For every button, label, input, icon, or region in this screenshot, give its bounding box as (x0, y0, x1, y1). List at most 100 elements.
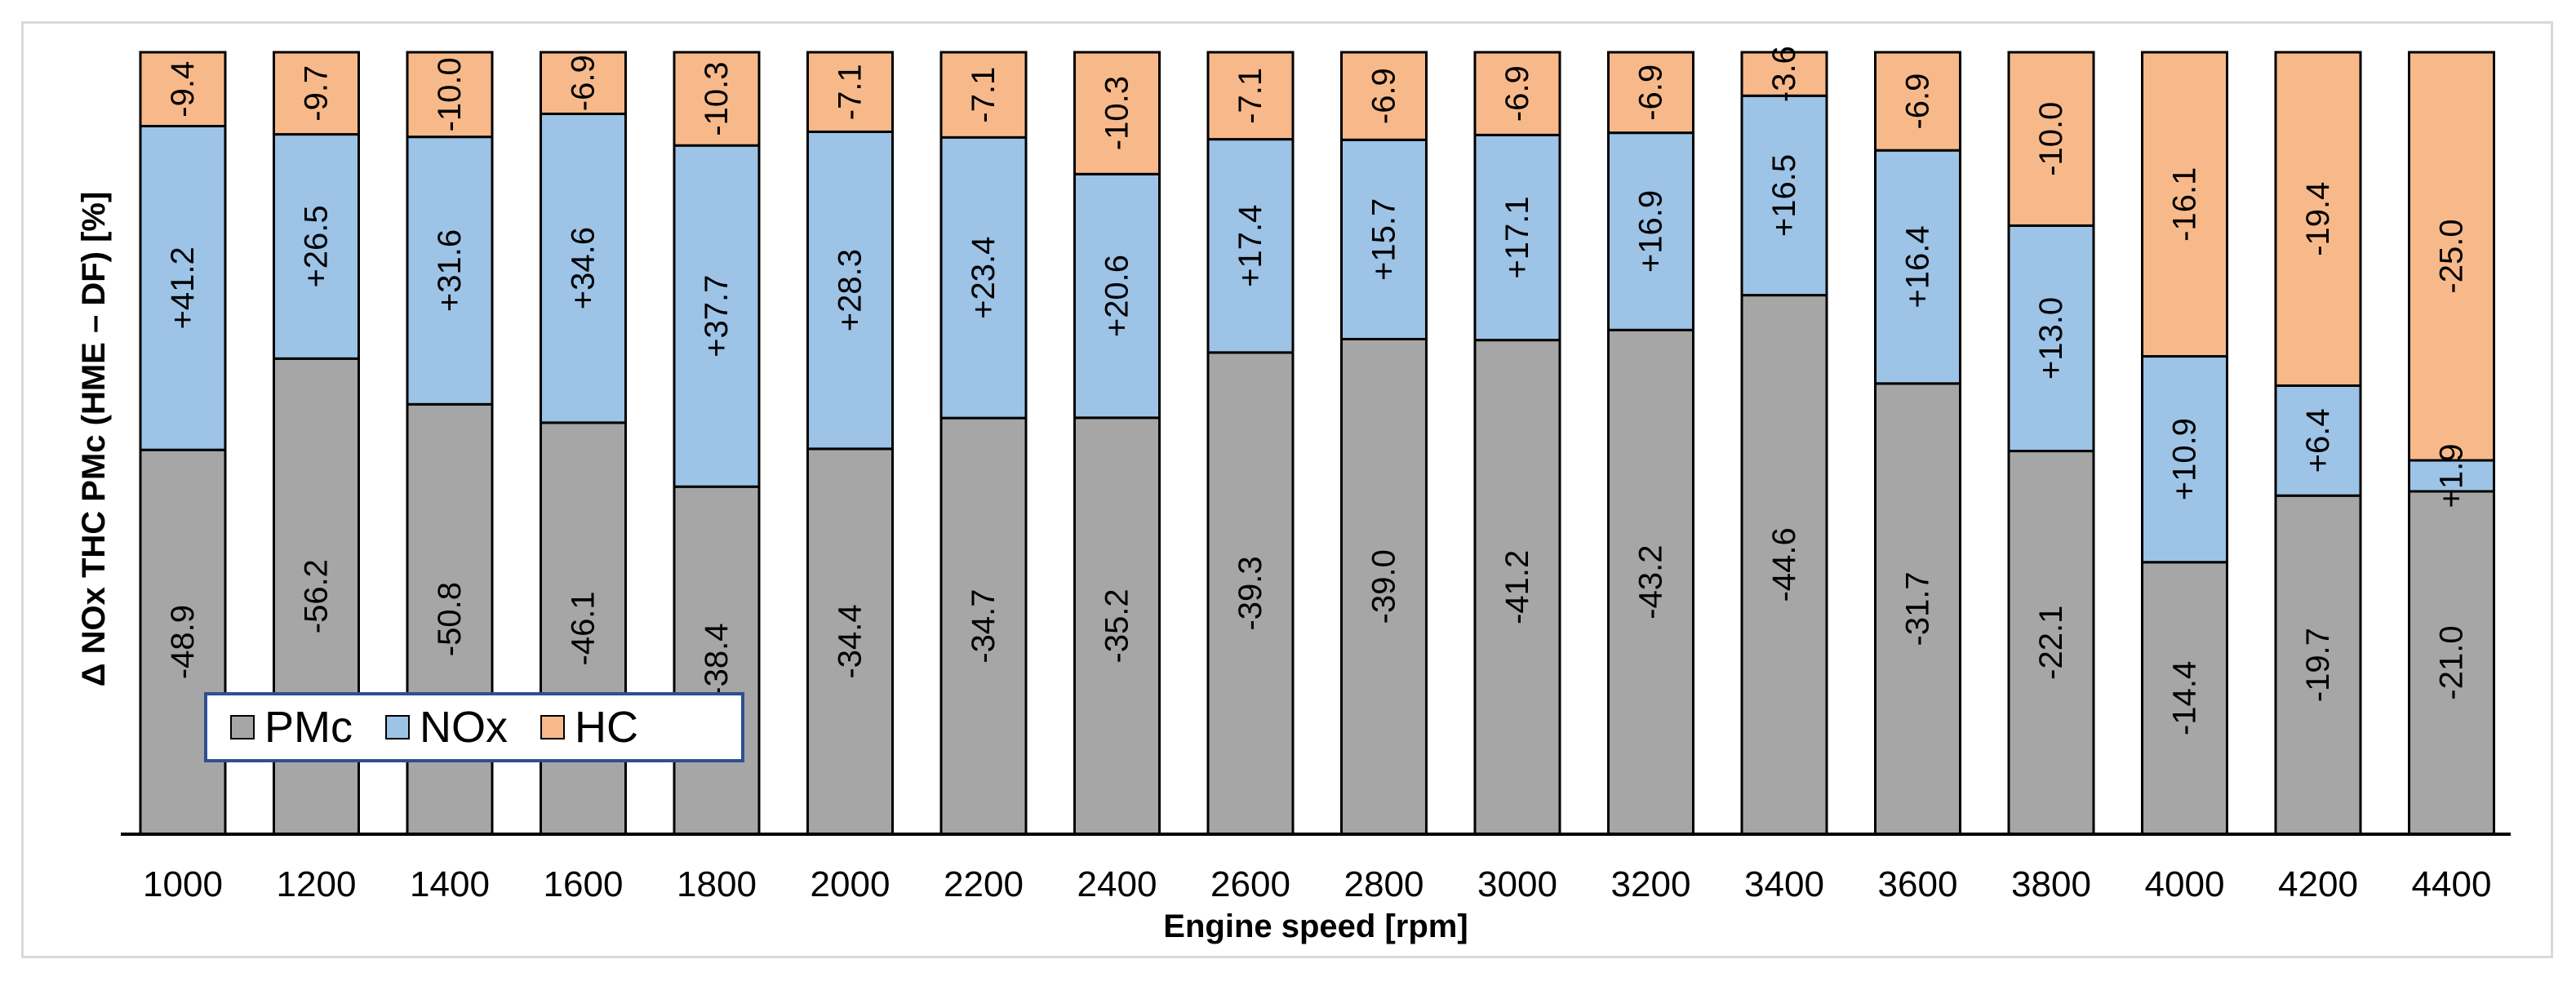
x-tick-2000: 2000 (811, 864, 890, 904)
bar-hc-2800 (1340, 51, 1428, 141)
data-label-hc-1000: -9.4 (165, 61, 201, 118)
legend-item-nox: NOx (385, 705, 508, 749)
data-label-nox-3400: +16.5 (1766, 154, 1802, 237)
bar-nox-1400 (406, 135, 494, 406)
legend-item-pmc: PMc (230, 705, 353, 749)
data-label-nox-2000: +28.3 (833, 249, 868, 331)
bar-pmc-1400 (406, 402, 494, 836)
bar-hc-1200 (273, 51, 360, 136)
data-label-hc-3000: -6.9 (1499, 65, 1535, 122)
data-label-nox-1400: +31.6 (432, 229, 468, 312)
data-label-nox-2200: +23.4 (966, 237, 1002, 319)
data-label-pmc-3600: -31.7 (1900, 571, 1936, 646)
data-label-pmc-3800: -22.1 (2033, 606, 2069, 680)
bar-nox-3800 (2007, 224, 2095, 453)
data-label-hc-3800: -10.0 (2033, 102, 2069, 176)
bar-hc-3200 (1607, 51, 1694, 135)
data-label-pmc-2000: -34.4 (833, 604, 868, 678)
bar-hc-2200 (939, 51, 1028, 139)
data-label-hc-3600: -6.9 (1900, 73, 1936, 130)
data-label-nox-4400: +1.9 (2434, 444, 2470, 509)
data-label-pmc-2800: -39.0 (1366, 549, 1402, 624)
bar-pmc-1000 (139, 448, 227, 836)
bar-nox-1800 (673, 144, 761, 488)
bar-nox-3200 (1607, 131, 1694, 331)
data-label-pmc-2600: -39.3 (1232, 556, 1268, 630)
data-label-nox-2400: +20.6 (1099, 255, 1135, 337)
bar-nox-1600 (540, 112, 627, 424)
bar-hc-3000 (1473, 51, 1561, 136)
data-label-hc-3200: -6.9 (1633, 64, 1669, 121)
x-tick-3800: 3800 (2011, 864, 2091, 904)
data-label-nox-4200: +6.4 (2300, 408, 2336, 473)
legend-swatch-nox (385, 715, 410, 740)
x-tick-1400: 1400 (410, 864, 490, 904)
data-label-hc-1200: -9.7 (299, 65, 335, 122)
data-label-hc-4000: -16.1 (2167, 167, 2203, 242)
data-label-hc-1400: -10.0 (432, 57, 468, 131)
x-tick-2600: 2600 (1210, 864, 1290, 904)
data-label-hc-3400: -3.6 (1766, 46, 1802, 102)
x-tick-2400: 2400 (1077, 864, 1157, 904)
data-label-hc-1800: -10.3 (699, 62, 735, 136)
bar-hc-3600 (1874, 51, 1961, 152)
data-label-nox-1000: +41.2 (165, 246, 201, 329)
data-label-nox-3800: +13.0 (2033, 297, 2069, 380)
data-label-pmc-2400: -35.2 (1099, 588, 1135, 663)
x-tick-1000: 1000 (143, 864, 223, 904)
bar-nox-2800 (1340, 138, 1428, 340)
bar-hc-1800 (673, 51, 761, 147)
bar-pmc-2200 (939, 416, 1028, 836)
bar-pmc-2600 (1206, 351, 1295, 836)
x-tick-3400: 3400 (1744, 864, 1824, 904)
data-labels-group: -48.9 +41.2 -9.4 -56.2 +26.5 -9.7 -50.8 +31.6 -1… (165, 46, 2470, 735)
bar-hc-1600 (540, 51, 627, 115)
bar-nox-4400 (2408, 459, 2495, 493)
bar-hc-3800 (2007, 51, 2095, 227)
data-label-pmc-4200: -19.7 (2300, 628, 2336, 702)
data-label-hc-4200: -19.4 (2300, 182, 2336, 256)
x-tick-1600: 1600 (544, 864, 624, 904)
bar-hc-2400 (1073, 51, 1161, 175)
x-tick-3600: 3600 (1878, 864, 1958, 904)
bar-pmc-4400 (2408, 490, 2495, 836)
data-label-pmc-2200: -34.7 (966, 588, 1002, 663)
data-label-pmc-1400: -50.8 (432, 582, 468, 656)
legend-item-hc: HC (540, 705, 638, 749)
bar-nox-2400 (1073, 172, 1161, 420)
x-tick-3200: 3200 (1611, 864, 1691, 904)
data-label-nox-3200: +16.9 (1633, 190, 1669, 273)
bar-hc-2000 (806, 51, 894, 133)
legend: PMc NOx HC (204, 692, 744, 762)
bar-pmc-2400 (1073, 416, 1161, 836)
x-tick-2800: 2800 (1344, 864, 1424, 904)
bar-hc-1400 (406, 51, 494, 139)
data-label-pmc-1800: -38.4 (699, 624, 735, 698)
x-tick-2200: 2200 (944, 864, 1024, 904)
data-label-pmc-1200: -56.2 (299, 559, 335, 633)
bar-pmc-4200 (2274, 494, 2362, 836)
data-label-pmc-3000: -41.2 (1499, 550, 1535, 624)
data-label-nox-2800: +15.7 (1366, 198, 1402, 281)
bar-hc-2600 (1206, 51, 1295, 141)
data-label-nox-1600: +34.6 (566, 227, 602, 309)
data-label-hc-2200: -7.1 (966, 67, 1002, 123)
bar-hc-3400 (1740, 51, 1828, 97)
data-label-hc-2000: -7.1 (833, 64, 868, 120)
x-tick-1800: 1800 (677, 864, 757, 904)
legend-label-hc: HC (575, 703, 638, 752)
data-label-pmc-3200: -43.2 (1633, 545, 1669, 620)
legend-label-nox: NOx (420, 703, 508, 752)
data-label-pmc-1600: -46.1 (566, 591, 602, 665)
data-label-nox-4000: +10.9 (2167, 418, 2203, 500)
x-tick-4400: 4400 (2412, 864, 2492, 904)
data-label-nox-3000: +17.1 (1499, 196, 1535, 278)
bar-nox-3600 (1874, 149, 1961, 385)
x-tick-1200: 1200 (277, 864, 357, 904)
bar-pmc-2800 (1340, 337, 1428, 836)
x-tick-4200: 4200 (2278, 864, 2358, 904)
x-tick-labels-group: 1000 1200 1400 1600 1800 2000 2200 2400 2600 2800… (143, 864, 2491, 904)
bar-hc-4200 (2274, 51, 2362, 387)
data-label-hc-2400: -10.3 (1099, 76, 1135, 150)
